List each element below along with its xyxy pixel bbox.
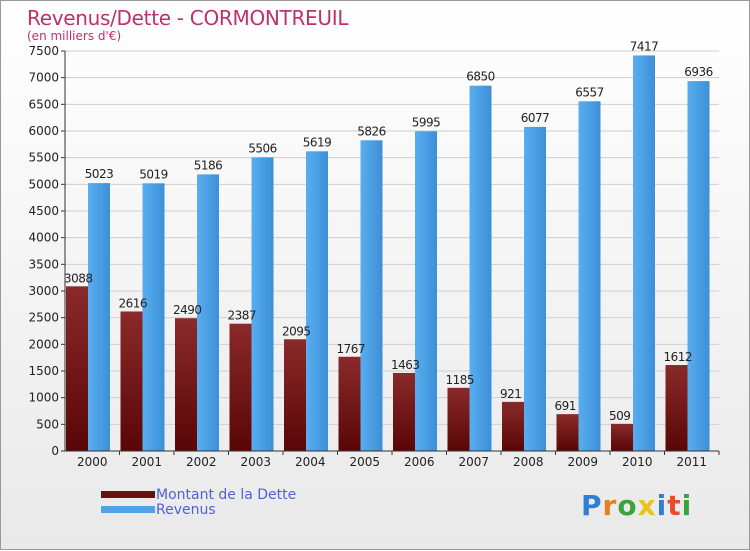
legend-swatch-dette xyxy=(101,491,155,498)
bar-dette xyxy=(447,387,470,451)
x-tick-label: 2010 xyxy=(622,455,653,469)
logo-letter: i xyxy=(656,489,668,522)
data-label-dette: 1612 xyxy=(664,350,693,364)
x-tick-label: 2009 xyxy=(567,455,598,469)
data-label-revenus: 5023 xyxy=(85,167,114,181)
bar-revenus xyxy=(306,151,328,451)
x-tick-label: 2008 xyxy=(513,455,544,469)
y-tick-label: 7500 xyxy=(28,44,59,58)
logo-letter: r xyxy=(602,489,618,522)
data-label-dette: 2616 xyxy=(119,296,148,310)
y-tick-label: 4500 xyxy=(28,204,59,218)
bar-revenus xyxy=(633,55,655,451)
bar-dette xyxy=(556,414,579,451)
legend-label-dette: Montant de la Dette xyxy=(156,487,297,503)
y-tick-label: 3500 xyxy=(28,257,59,271)
bar-revenus xyxy=(687,81,710,451)
y-tick-label: 6000 xyxy=(28,124,59,138)
data-label-revenus: 6936 xyxy=(684,65,713,79)
x-tick-label: 2002 xyxy=(186,455,217,469)
data-label-revenus: 6077 xyxy=(521,111,550,125)
bar-dette xyxy=(502,401,524,451)
bar-dette xyxy=(175,318,197,451)
x-tick-label: 2011 xyxy=(676,455,707,469)
y-tick-label: 1500 xyxy=(28,364,59,378)
logo-letter: o xyxy=(617,489,638,522)
bar-dette xyxy=(66,286,88,451)
bar-dette xyxy=(284,339,306,451)
data-label-dette: 1185 xyxy=(446,373,475,387)
bar-revenus xyxy=(578,101,601,451)
data-label-dette: 2095 xyxy=(282,324,311,338)
x-tick-label: 2003 xyxy=(240,455,271,469)
data-label-revenus: 6557 xyxy=(575,85,604,99)
bar-revenus xyxy=(88,183,110,451)
x-tick-label: 2005 xyxy=(349,455,380,469)
data-label-dette: 2387 xyxy=(228,309,257,323)
bar-revenus xyxy=(142,183,165,451)
bar-revenus xyxy=(524,126,546,451)
bar-dette xyxy=(665,365,688,451)
data-label-dette: 2490 xyxy=(173,303,202,317)
chart-subtitle: (en milliers d'€) xyxy=(27,29,122,43)
data-label-revenus: 5019 xyxy=(139,167,168,181)
legend-swatch-revenus xyxy=(101,506,155,513)
y-tick-label: 500 xyxy=(36,417,59,431)
y-tick-label: 2000 xyxy=(28,337,59,351)
data-label-dette: 1463 xyxy=(391,358,420,372)
data-label-revenus: 5826 xyxy=(357,124,386,138)
data-label-revenus: 7417 xyxy=(630,39,659,53)
proxiti-logo: Proxiti xyxy=(581,489,692,522)
data-label-dette: 509 xyxy=(609,409,630,423)
data-label-revenus: 5619 xyxy=(303,135,332,149)
bar-revenus xyxy=(360,140,383,451)
data-label-dette: 3088 xyxy=(64,271,93,285)
data-label-revenus: 5186 xyxy=(194,158,223,172)
data-label-revenus: 5995 xyxy=(412,115,441,129)
y-tick-label: 0 xyxy=(51,444,59,458)
x-tick-label: 2006 xyxy=(404,455,435,469)
x-tick-label: 2004 xyxy=(295,455,326,469)
bar-dette xyxy=(611,423,633,451)
bar-dette xyxy=(338,356,361,451)
logo-letter: x xyxy=(637,489,657,522)
data-label-dette: 921 xyxy=(500,387,521,401)
legend-label-revenus: Revenus xyxy=(156,502,216,518)
logo-letter: t xyxy=(667,489,682,522)
x-tick-label: 2000 xyxy=(77,455,108,469)
bar-dette xyxy=(120,311,143,451)
y-tick-label: 6500 xyxy=(28,97,59,111)
y-tick-label: 5500 xyxy=(28,151,59,165)
y-tick-label: 5000 xyxy=(28,177,59,191)
chart-title: Revenus/Dette - CORMONTREUIL xyxy=(27,6,349,30)
bar-revenus xyxy=(415,131,437,451)
x-tick-label: 2007 xyxy=(458,455,489,469)
bar-dette xyxy=(393,372,415,451)
data-label-dette: 691 xyxy=(555,399,576,413)
data-label-dette: 1767 xyxy=(337,342,366,356)
bar-revenus xyxy=(469,85,492,452)
bar-revenus xyxy=(197,174,219,451)
x-tick-label: 2001 xyxy=(131,455,162,469)
bar-revenus xyxy=(251,157,274,451)
bar-dette xyxy=(229,323,252,451)
logo-letter: P xyxy=(581,489,603,522)
logo-letter: i xyxy=(681,489,693,522)
y-tick-label: 4000 xyxy=(28,231,59,245)
y-tick-label: 7000 xyxy=(28,71,59,85)
data-label-revenus: 6850 xyxy=(466,70,495,84)
y-tick-label: 2500 xyxy=(28,311,59,325)
y-tick-label: 3000 xyxy=(28,284,59,298)
data-label-revenus: 5506 xyxy=(248,141,277,155)
y-tick-label: 1000 xyxy=(28,391,59,405)
